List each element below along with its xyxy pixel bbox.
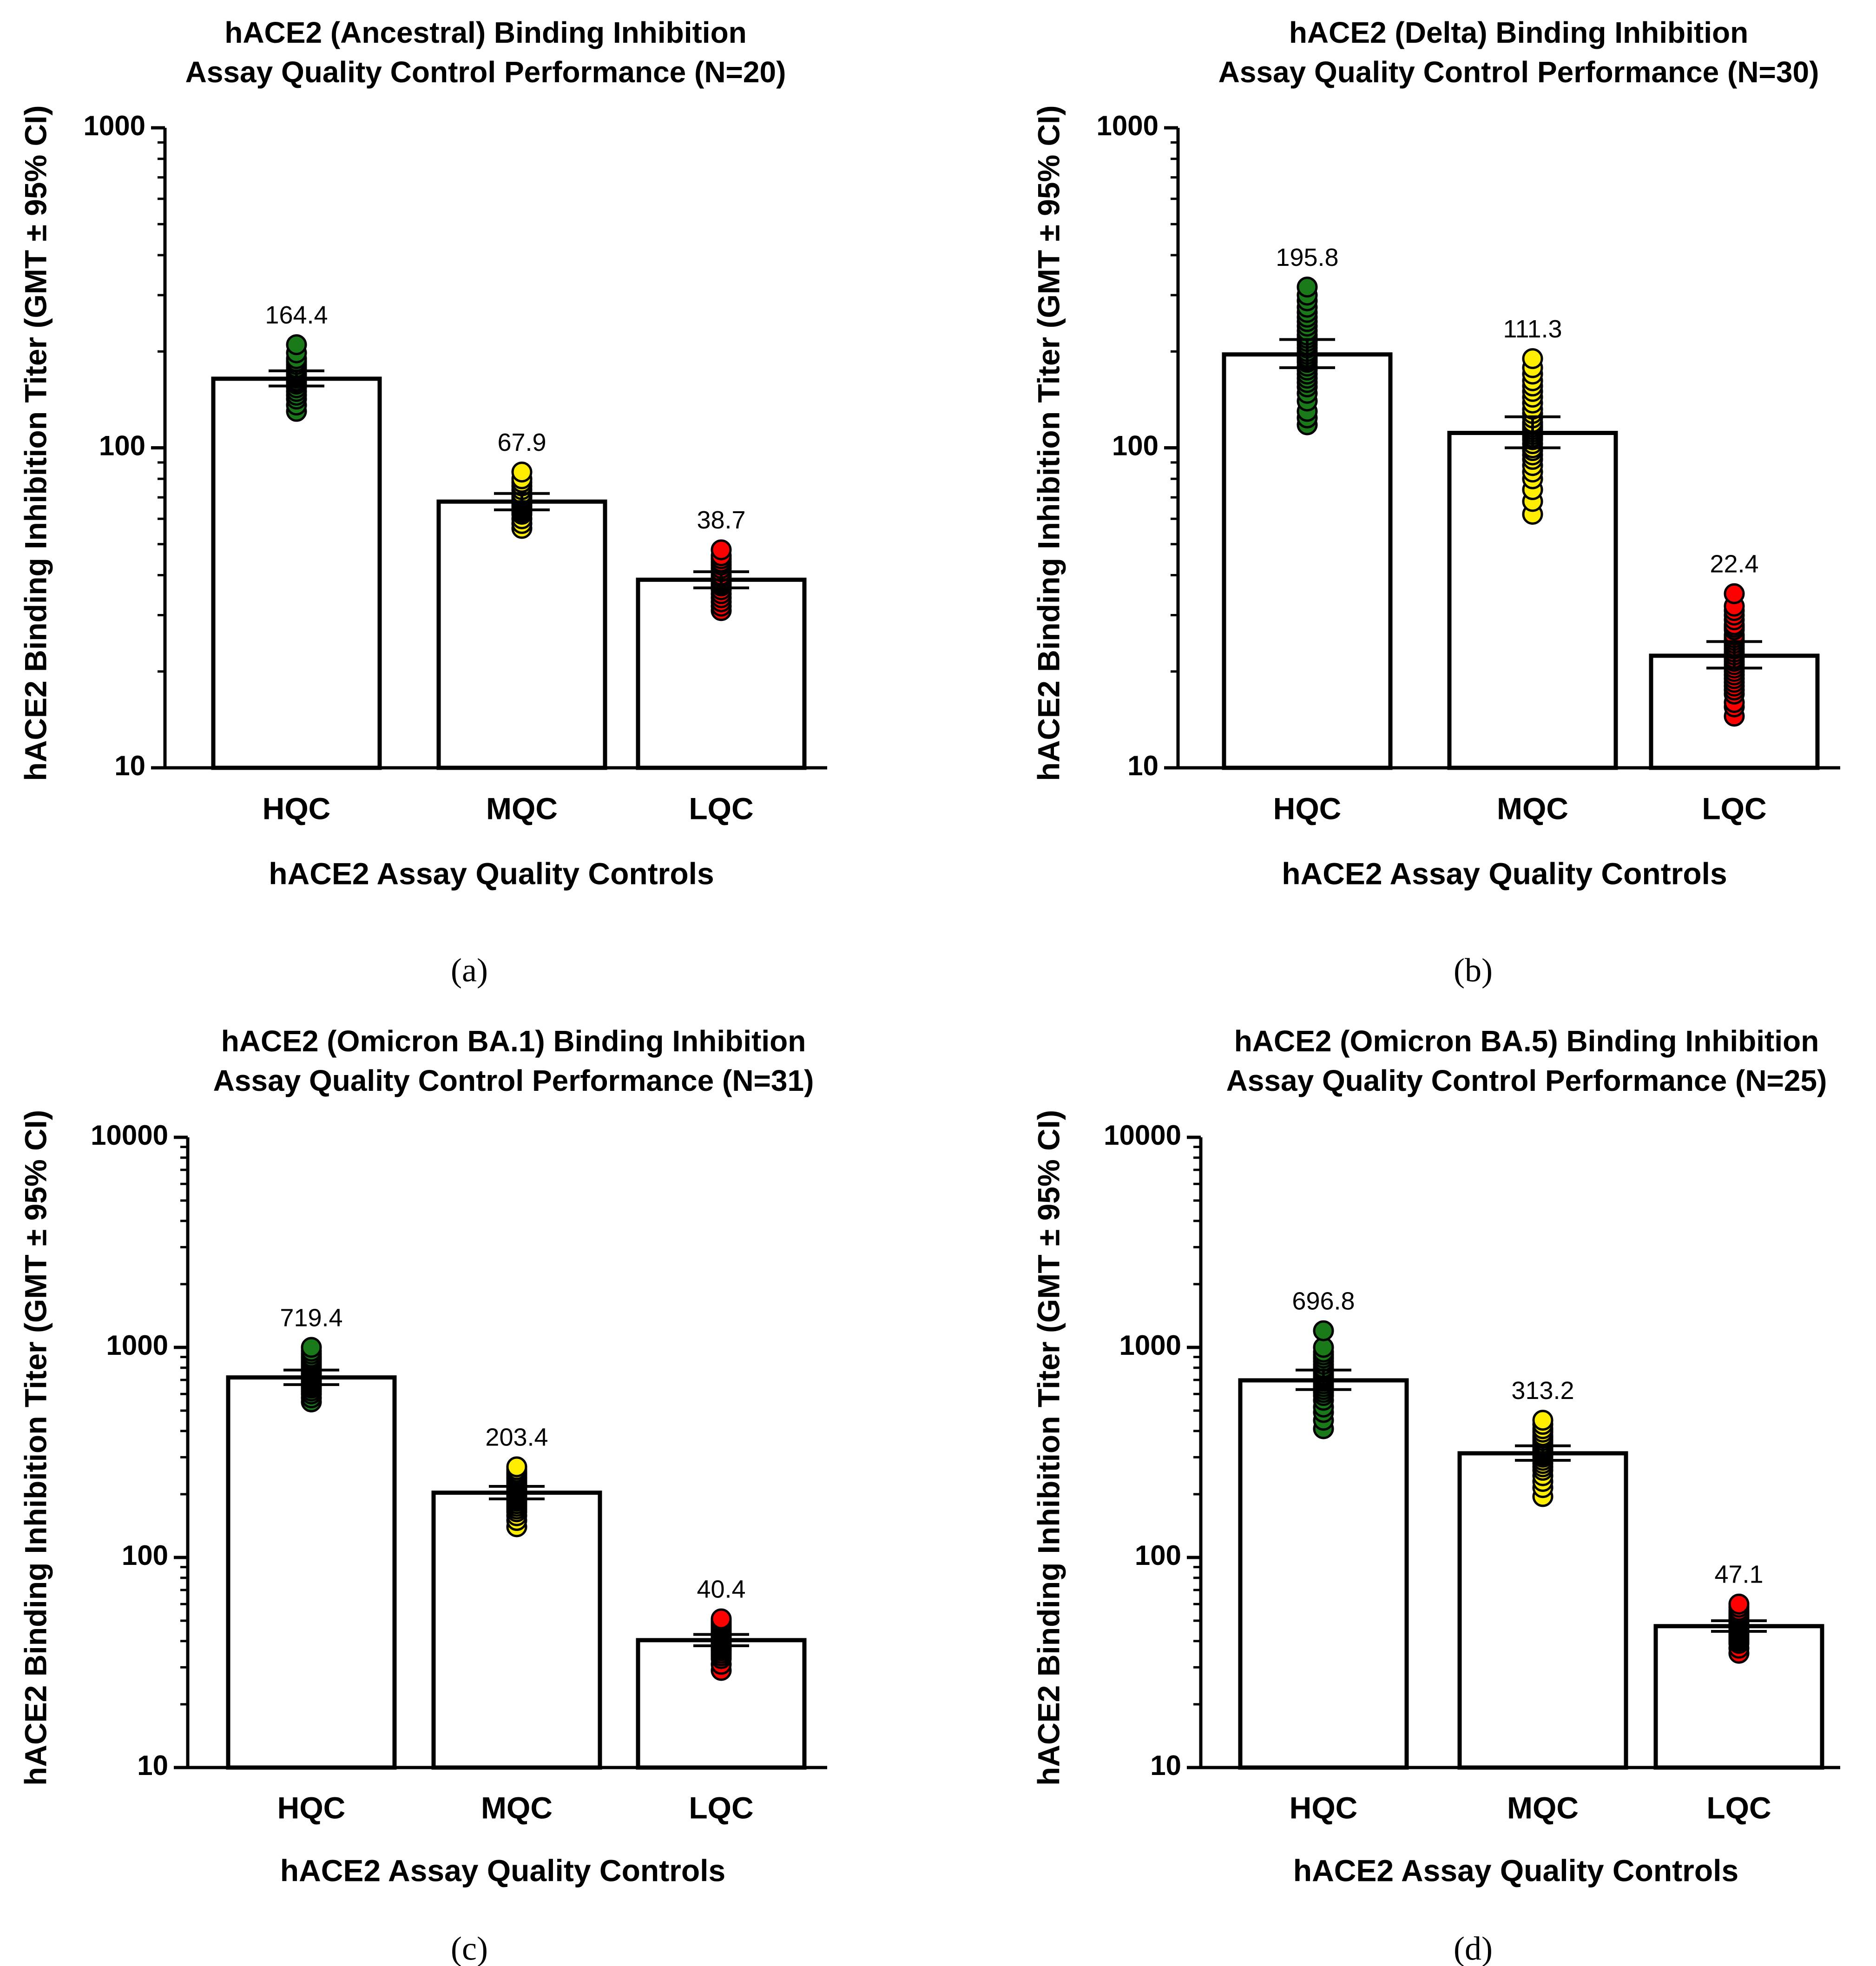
x-axis-label: hACE2 Assay Quality Controls (269, 856, 714, 891)
chart-title-line-1: hACE2 (Delta) Binding Inhibition (1289, 16, 1748, 49)
category-label-mqc: MQC (1507, 1790, 1579, 1825)
category-label-hqc: HQC (1273, 791, 1342, 825)
value-label-hqc: 696.8 (1292, 1287, 1355, 1315)
chart-panel-d: hACE2 (Omicron BA.5) Binding Inhibition A… (1031, 1024, 1840, 1966)
value-label-lqc: 40.4 (697, 1575, 745, 1603)
y-axis-label: hACE2 Binding Inhibition Titer (GMT ± 95… (1031, 1110, 1066, 1786)
y-tick-label: 10 (1127, 750, 1159, 781)
data-point-lqc (1724, 583, 1745, 604)
y-tick-label: 1000 (106, 1330, 168, 1361)
panel-caption: (d) (1454, 1930, 1493, 1966)
category-label-mqc: MQC (481, 1790, 553, 1825)
x-axis-label: hACE2 Assay Quality Controls (1282, 856, 1727, 891)
value-label-lqc: 38.7 (697, 506, 745, 534)
category-label-hqc: HQC (1290, 1790, 1358, 1825)
y-axis-label: hACE2 Binding Inhibition Titer (GMT ± 95… (18, 106, 53, 781)
chart-title-line-2: Assay Quality Control Performance (N=30) (1218, 55, 1819, 89)
y-tick-label: 1000 (1119, 1330, 1181, 1361)
y-tick-label: 1000 (84, 110, 145, 141)
chart-title-line-1: hACE2 (Ancestral) Binding Inhibition (224, 16, 747, 49)
value-label-hqc: 195.8 (1276, 244, 1338, 271)
chart-title-line-2: Assay Quality Control Performance (N=31) (213, 1064, 814, 1097)
bar-mqc (431, 1491, 602, 1770)
bar-mqc (436, 499, 607, 770)
category-label-hqc: HQC (263, 791, 331, 825)
data-point-lqc (711, 539, 732, 561)
panel-caption: (c) (451, 1930, 488, 1966)
value-label-lqc: 22.4 (1710, 550, 1758, 578)
data-point-hqc (1297, 277, 1318, 298)
y-tick-label: 100 (122, 1540, 168, 1571)
chart-title-line-2: Assay Quality Control Performance (N=25) (1226, 1064, 1827, 1097)
category-label-lqc: LQC (1702, 791, 1766, 825)
chart-panel-a: hACE2 (Ancestral) Binding Inhibition Assa… (18, 16, 827, 989)
x-axis-label: hACE2 Assay Quality Controls (1293, 1853, 1738, 1887)
data-point-hqc (1313, 1320, 1334, 1341)
y-tick-label: 10000 (1104, 1120, 1181, 1151)
category-label-lqc: LQC (1706, 1790, 1771, 1825)
y-tick-label: 100 (1135, 1540, 1181, 1571)
y-tick-label: 10000 (91, 1120, 168, 1151)
category-label-hqc: HQC (277, 1790, 346, 1825)
y-axis-label: hACE2 Binding Inhibition Titer (GMT ± 95… (18, 1110, 53, 1786)
y-tick-label: 10 (137, 1750, 168, 1781)
bar-hqc (1238, 1378, 1409, 1770)
value-label-hqc: 719.4 (280, 1304, 342, 1332)
data-point-lqc (711, 1608, 732, 1630)
value-label-mqc: 111.3 (1503, 315, 1562, 343)
value-label-hqc: 164.4 (265, 301, 328, 329)
x-axis-label: hACE2 Assay Quality Controls (280, 1853, 725, 1887)
data-point-mqc (1532, 1410, 1553, 1431)
panel-caption: (a) (451, 952, 488, 989)
y-tick-label: 100 (99, 430, 145, 461)
bar-hqc (211, 376, 382, 770)
category-label-mqc: MQC (1497, 791, 1568, 825)
y-tick-label: 10 (1150, 1750, 1181, 1781)
data-point-mqc (511, 462, 533, 483)
value-label-mqc: 67.9 (497, 429, 546, 456)
y-tick-label: 100 (1112, 430, 1159, 461)
chart-title-line-1: hACE2 (Omicron BA.1) Binding Inhibition (221, 1024, 806, 1058)
category-label-mqc: MQC (486, 791, 558, 825)
chart-title-line-1: hACE2 (Omicron BA.5) Binding Inhibition (1234, 1024, 1819, 1058)
bar-hqc (226, 1375, 397, 1770)
data-point-hqc (301, 1337, 322, 1358)
value-label-mqc: 313.2 (1511, 1377, 1574, 1405)
category-label-lqc: LQC (689, 1790, 753, 1825)
data-point-hqc (286, 334, 307, 356)
category-label-lqc: LQC (689, 791, 753, 825)
y-tick-label: 1000 (1097, 110, 1159, 141)
data-point-lqc (1728, 1593, 1750, 1615)
value-label-mqc: 203.4 (485, 1423, 548, 1451)
data-point-mqc (506, 1456, 527, 1478)
chart-title-line-2: Assay Quality Control Performance (N=20) (185, 55, 786, 89)
chart-panel-b: hACE2 (Delta) Binding Inhibition Assay Qu… (1031, 16, 1840, 989)
data-point-mqc (1522, 348, 1543, 369)
chart-panel-c: hACE2 (Omicron BA.1) Binding Inhibition A… (18, 1024, 827, 1966)
y-tick-label: 10 (114, 750, 145, 781)
y-axis-label: hACE2 Binding Inhibition Titer (GMT ± 95… (1031, 106, 1066, 781)
value-label-lqc: 47.1 (1714, 1561, 1763, 1589)
panel-caption: (b) (1454, 952, 1493, 989)
